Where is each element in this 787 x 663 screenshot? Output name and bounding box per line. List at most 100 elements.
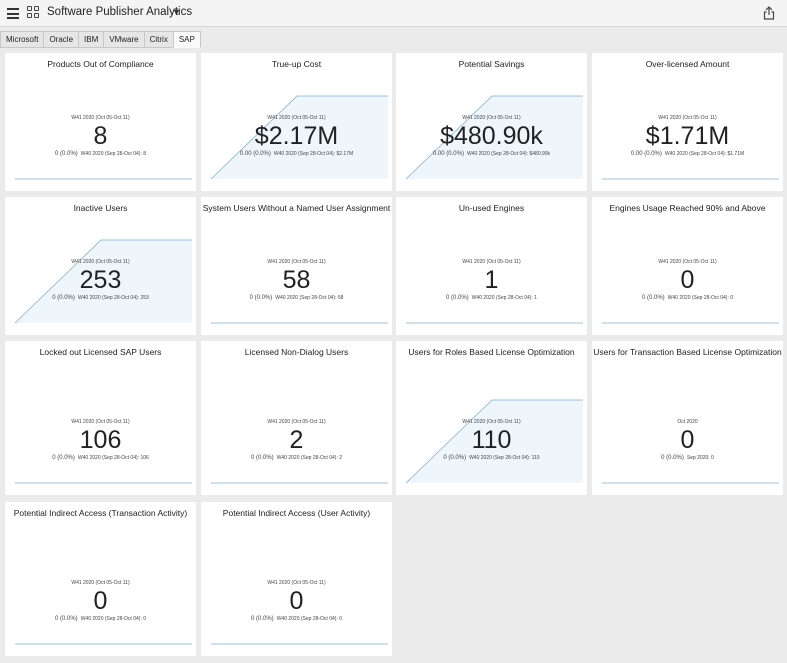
card-delta: 0 (0.0%) (52, 295, 75, 301)
tab-citrix[interactable]: Citrix (143, 31, 173, 48)
kpi-card-inactive-users[interactable]: Inactive Users W41 2020 (Oct 05-Oct 11) 25… (5, 197, 196, 335)
top-bar: Software Publisher Analytics ▼ (0, 0, 787, 27)
card-title: Licensed Non-Dialog Users (244, 347, 349, 357)
card-delta: 0 (0.0%) (249, 295, 273, 301)
card-prior-period: W40 2020 (Sep 28-Oct 04): 0 (80, 616, 146, 622)
sparkline-line (406, 399, 583, 484)
card-period: W41 2020 (Oct 05-Oct 11) (71, 115, 130, 121)
kpi-card-licensed-non-dialog-users[interactable]: Licensed Non-Dialog Users W41 2020 (Oct 0… (201, 341, 392, 495)
card-delta: 0 (0.0%) (251, 616, 274, 622)
kpi-card-over-licensed-amount[interactable]: Over-licensed Amount W41 2020 (Oct 05-Oct… (592, 53, 783, 191)
apps-grid-icon[interactable] (27, 6, 40, 19)
card-value: 110 (471, 426, 512, 454)
sparkline-chart (15, 643, 192, 645)
sparkline-line (406, 95, 583, 180)
card-title: Products Out of Compliance (47, 59, 154, 69)
sparkline-area (406, 400, 583, 483)
kpi-card-locked-out-licensed-sap-users[interactable]: Locked out Licensed SAP Users W41 2020 (O… (5, 341, 196, 495)
card-prior-period: W40 2020 (Sep 28-Oct 04): 110 (469, 455, 540, 461)
card-period: W41 2020 (Oct 05-Oct 11) (71, 419, 130, 425)
card-value: 1 (484, 266, 499, 294)
card-period: W41 2020 (Oct 05-Oct 11) (267, 115, 326, 121)
card-title: Locked out Licensed SAP Users (39, 347, 162, 357)
card-period: W41 2020 (Oct 05-Oct 11) (462, 259, 521, 265)
card-prior-period: W40 2020 (Sep 28-Oct 04): 8 (80, 151, 146, 157)
card-value: 0 (289, 587, 304, 615)
card-delta: 0 (0.0%) (251, 455, 274, 461)
tab-ibm[interactable]: IBM (78, 31, 104, 48)
card-comparison: 0.00 (0.0%) W40 2020 (Sep 28-Oct 04): $1.… (592, 151, 783, 157)
card-value: 106 (79, 426, 122, 454)
card-prior-period: W40 2020 (Sep 28-Oct 04): 0 (276, 616, 342, 622)
card-prior-period: W40 2020 (Sep 28-Oct 04): $2.17M (273, 151, 354, 157)
card-delta: 0.00 (0.0%) (630, 151, 662, 157)
card-delta: 0 (0.0%) (446, 295, 469, 301)
sparkline-chart (211, 95, 388, 180)
sparkline-chart (211, 482, 388, 484)
card-prior-period: W40 2020 (Sep 28-Oct 04): $1.71M (664, 151, 745, 157)
sparkline-chart (15, 178, 192, 180)
card-comparison: 0.00 (0.0%) W40 2020 (Sep 28-Oct 04): $2.… (201, 151, 392, 157)
publisher-tabs: Microsoft Oracle IBM VMware Citrix SAP (0, 31, 201, 48)
kpi-card-users-transaction-based-license-optimization[interactable]: Users for Transaction Based License Opti… (592, 341, 783, 495)
card-value: 0 (93, 587, 108, 615)
card-period: W41 2020 (Oct 05-Oct 11) (267, 259, 326, 265)
kpi-card-system-users-without-named-assignment[interactable]: System Users Without a Named User Assign… (201, 197, 392, 335)
card-comparison: 0 (0.0%) W40 2020 (Sep 28-Oct 04): 0 (201, 616, 392, 622)
card-title: True-up Cost (271, 59, 322, 69)
card-prior-period: W40 2020 (Sep 28-Oct 04): 0 (667, 295, 733, 301)
caret-down-icon[interactable]: ▼ (172, 7, 181, 17)
kpi-card-engines-usage-90-and-above[interactable]: Engines Usage Reached 90% and Above W41 2… (592, 197, 783, 335)
card-comparison: 0 (0.0%) W40 2020 (Sep 28-Oct 04): 58 (201, 295, 392, 301)
card-comparison: 0 (0.0%) W40 2020 (Sep 28-Oct 04): 0 (592, 295, 783, 301)
card-delta: 0 (0.0%) (55, 151, 78, 157)
sparkline-chart (602, 322, 779, 324)
card-period: W41 2020 (Oct 05-Oct 11) (658, 259, 717, 265)
card-period: W41 2020 (Oct 05-Oct 11) (267, 419, 326, 425)
kpi-card-products-out-of-compliance[interactable]: Products Out of Compliance W41 2020 (Oct … (5, 53, 196, 191)
card-delta: 0 (0.0%) (55, 616, 78, 622)
tab-oracle[interactable]: Oracle (43, 31, 79, 48)
tab-microsoft[interactable]: Microsoft (0, 31, 44, 48)
kpi-card-potential-savings[interactable]: Potential Savings W41 2020 (Oct 05-Oct 11… (396, 53, 587, 191)
card-prior-period: W40 2020 (Sep 28-Oct 04): 1 (471, 295, 537, 301)
tab-vmware[interactable]: VMware (103, 31, 144, 48)
card-value: 0 (680, 426, 695, 454)
card-value: 58 (282, 266, 311, 294)
card-prior-period: W40 2020 (Sep 28-Oct 04): 106 (77, 455, 149, 461)
card-period: W41 2020 (Oct 05-Oct 11) (462, 419, 521, 425)
card-title: Un-used Engines (458, 203, 525, 213)
menu-icon[interactable] (7, 8, 19, 19)
card-value: 253 (79, 266, 122, 294)
tab-sap[interactable]: SAP (172, 31, 201, 48)
card-title: Engines Usage Reached 90% and Above (609, 203, 766, 213)
card-title: Inactive Users (73, 203, 128, 213)
card-value: $1.71M (645, 122, 730, 150)
card-prior-period: W40 2020 (Sep 28-Oct 04): 253 (77, 295, 149, 301)
card-value: $2.17M (254, 122, 339, 150)
kpi-card-true-up-cost[interactable]: True-up Cost W41 2020 (Oct 05-Oct 11) $2.1… (201, 53, 392, 191)
card-delta: 0 (0.0%) (443, 455, 467, 461)
card-comparison: 0 (0.0%) W40 2020 (Sep 28-Oct 04): 2 (201, 455, 392, 461)
sparkline-chart (15, 239, 192, 324)
card-period: W41 2020 (Oct 05-Oct 11) (71, 259, 130, 265)
kpi-card-potential-indirect-access-user[interactable]: Potential Indirect Access (User Activity… (201, 502, 392, 656)
app-title: Software Publisher Analytics (47, 6, 193, 18)
sparkline-chart (406, 322, 583, 324)
card-title: Potential Indirect Access (Transaction A… (13, 508, 188, 518)
kpi-card-potential-indirect-access-transaction[interactable]: Potential Indirect Access (Transaction A… (5, 502, 196, 656)
sparkline-chart (406, 399, 583, 484)
card-title: System Users Without a Named User Assign… (202, 203, 391, 213)
card-period: W41 2020 (Oct 05-Oct 11) (71, 580, 130, 586)
card-delta: 0 (0.0%) (661, 455, 684, 461)
card-comparison: 0 (0.0%) W40 2020 (Sep 28-Oct 04): 1 (396, 295, 587, 301)
kpi-card-users-roles-based-license-optimization[interactable]: Users for Roles Based License Optimizati… (396, 341, 587, 495)
share-icon[interactable] (763, 6, 775, 20)
card-value: $480.90k (440, 122, 543, 150)
card-delta: 0 (0.0%) (52, 455, 75, 461)
sparkline-chart (15, 482, 192, 484)
sparkline-area (211, 96, 388, 179)
card-comparison: 0 (0.0%) W40 2020 (Sep 28-Oct 04): 0 (5, 616, 196, 622)
card-comparison: 0 (0.0%) W40 2020 (Sep 28-Oct 04): 8 (5, 151, 196, 157)
kpi-card-un-used-engines[interactable]: Un-used Engines W41 2020 (Oct 05-Oct 11) 1… (396, 197, 587, 335)
